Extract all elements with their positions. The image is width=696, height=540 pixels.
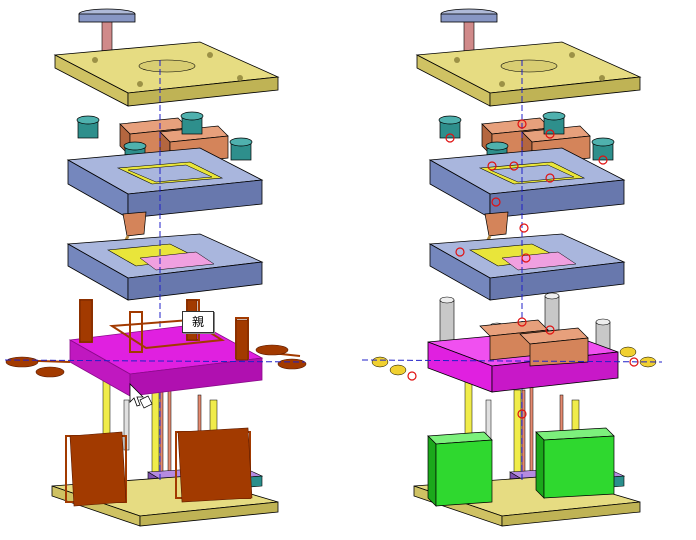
arrow-pointer-icon [129,383,153,409]
support-blocks[interactable] [427,427,615,507]
right-mold-assembly-view[interactable] [361,7,663,528]
constraint-markers [407,119,639,419]
selected-mold-base[interactable] [68,323,264,397]
left-mold-assembly-view[interactable] [4,7,307,528]
parent-tooltip: 親 [182,311,214,333]
